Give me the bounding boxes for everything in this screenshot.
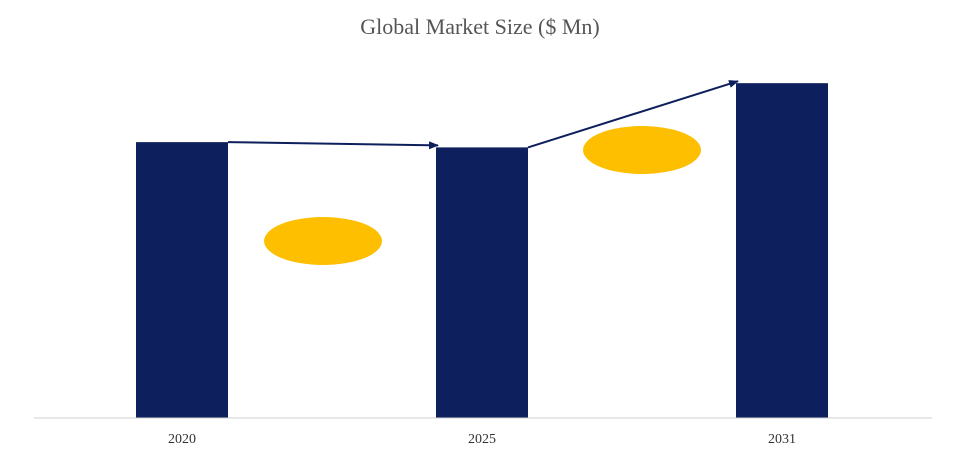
trend-arrow-2 <box>527 80 739 149</box>
x-tick-label: 2031 <box>768 432 796 447</box>
growth-badge-2 <box>583 126 701 174</box>
chart-title: Global Market Size ($ Mn) <box>360 14 600 39</box>
x-tick-label: 2025 <box>468 432 496 447</box>
bar-2020 <box>136 142 228 419</box>
bar-2031 <box>736 83 828 418</box>
bar-2025 <box>436 147 528 419</box>
x-tick-label: 2020 <box>168 432 196 447</box>
growth-badge-1 <box>264 217 382 265</box>
trend-arrow-1 <box>227 141 439 150</box>
